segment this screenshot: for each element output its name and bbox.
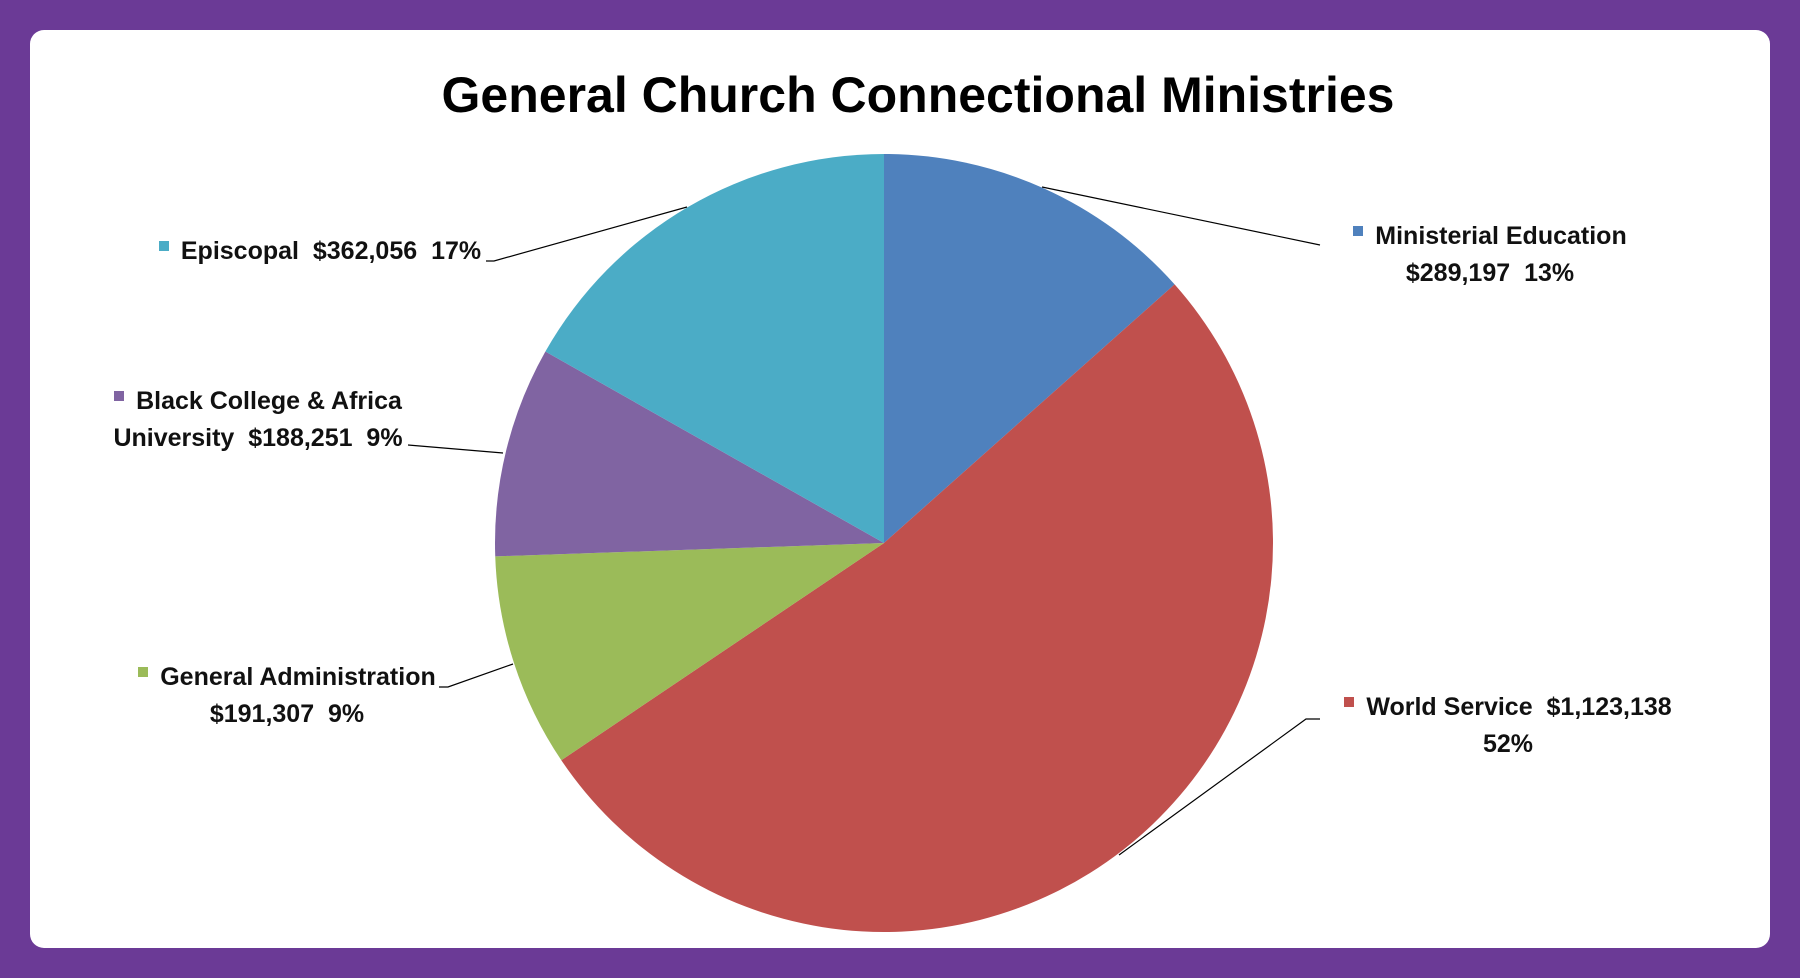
leader-line [439,663,514,688]
category-label: General Administration [160,663,436,691]
pie-slice [884,154,1175,543]
pie-slice [495,351,884,557]
value-label: $289,197 [1405,259,1511,287]
legend-marker [114,391,125,401]
percent-label: 17% [431,237,482,265]
data-label: Ministerial Education $289,197 13% [1320,218,1660,292]
legend-marker [1353,226,1364,236]
data-label: General Administration $191,307 9% [122,659,452,733]
value-label: $188,251 [248,424,353,452]
leader-line [1041,186,1321,246]
leader-lines [407,186,1321,856]
leader-line [407,444,504,454]
pie-slice [495,543,884,761]
chart-title: General Church Connectional Ministries [442,67,1395,123]
data-label: World Service $1,123,138 52% [1318,689,1698,763]
leader-line [486,206,688,262]
percent-label: 52% [1482,730,1534,758]
category-label: Ministerial Education [1375,222,1627,250]
value-label: $191,307 [209,700,315,728]
category-label: Episcopal [180,237,299,265]
pie-slice [545,154,884,543]
value-label: $1,123,138 [1546,693,1672,721]
percent-label: 9% [366,424,403,452]
leader-line [1118,718,1320,856]
data-label: Black College & Africa University $188,2… [88,383,428,457]
legend-marker [138,667,149,677]
percent-label: 9% [328,700,365,728]
pie-slice [561,284,1273,933]
category-label: World Service [1366,693,1533,721]
percent-label: 13% [1524,259,1575,287]
data-label: Episcopal $362,056 17% [140,233,500,270]
category-label: Black College & Africa University [113,387,409,452]
legend-marker [158,241,169,251]
legend-marker [1344,697,1355,707]
value-label: $362,056 [312,237,418,265]
